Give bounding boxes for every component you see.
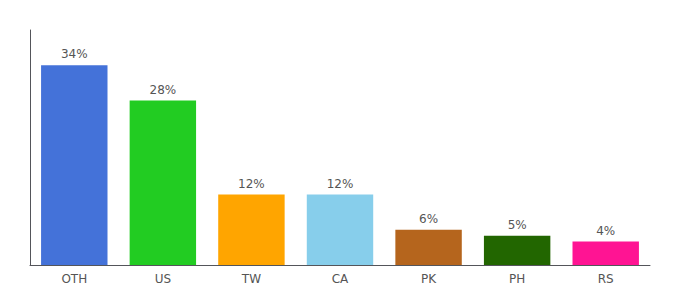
svg-text:4%: 4% xyxy=(596,224,615,238)
svg-text:5%: 5% xyxy=(508,218,527,232)
svg-text:12%: 12% xyxy=(327,177,354,191)
svg-text:PH: PH xyxy=(509,272,525,286)
svg-text:PK: PK xyxy=(421,272,437,286)
svg-text:TW: TW xyxy=(241,272,261,286)
svg-text:US: US xyxy=(155,272,171,286)
svg-text:OTH: OTH xyxy=(61,272,87,286)
svg-text:CA: CA xyxy=(332,272,349,286)
svg-text:6%: 6% xyxy=(419,212,438,226)
svg-text:12%: 12% xyxy=(238,177,265,191)
svg-text:RS: RS xyxy=(598,272,614,286)
svg-text:28%: 28% xyxy=(150,83,177,97)
svg-text:34%: 34% xyxy=(61,47,88,61)
